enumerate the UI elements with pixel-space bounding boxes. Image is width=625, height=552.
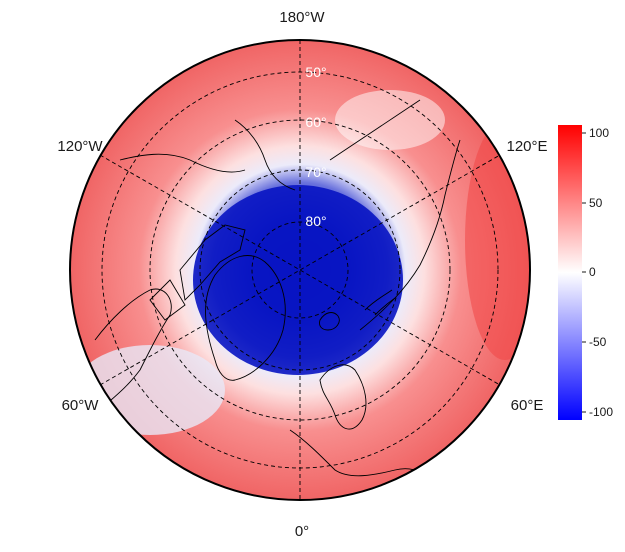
colorbar: 100 50 0 -50 -100 [558, 125, 613, 420]
colorbar-tick-label: -100 [589, 405, 613, 419]
coastline-scandinavia [319, 364, 367, 430]
coastline-novaya-zemlya [364, 289, 396, 316]
latitude-label-80: 80° [305, 213, 326, 229]
latitude-label-70: 70° [305, 164, 326, 180]
latitude-circle-60 [149, 119, 451, 421]
longitude-label-60w: 60°W [62, 397, 100, 414]
coastline-siberia [359, 139, 461, 331]
anomaly-field [70, 40, 530, 500]
colorbar-tick-label: -50 [589, 335, 607, 349]
colorbar-tick-label: 0 [589, 265, 596, 279]
atlantic-weak-region [75, 345, 225, 435]
eurasia-positive-region [465, 120, 530, 360]
map-boundary [69, 39, 531, 501]
colorbar-ticks [582, 132, 586, 413]
latitude-label-50: 50° [305, 64, 326, 80]
longitude-label-60e: 60°E [511, 397, 544, 414]
latitude-label-60: 60° [305, 114, 326, 130]
coastline-canadian-arctic [149, 224, 246, 321]
colorbar-ramp [558, 125, 582, 420]
longitude-label-120e: 120°E [506, 138, 547, 155]
polar-minimum-core [193, 185, 403, 375]
longitude-label-0: 0° [295, 523, 309, 540]
coastline-chukotka [329, 99, 421, 161]
colorbar-tick-label: 100 [589, 126, 609, 140]
longitude-label-180w: 180°W [279, 9, 325, 26]
colorbar-tick-label: 50 [589, 196, 603, 210]
coastline-svalbard [319, 312, 340, 331]
longitude-label-120w: 120°W [57, 138, 103, 155]
